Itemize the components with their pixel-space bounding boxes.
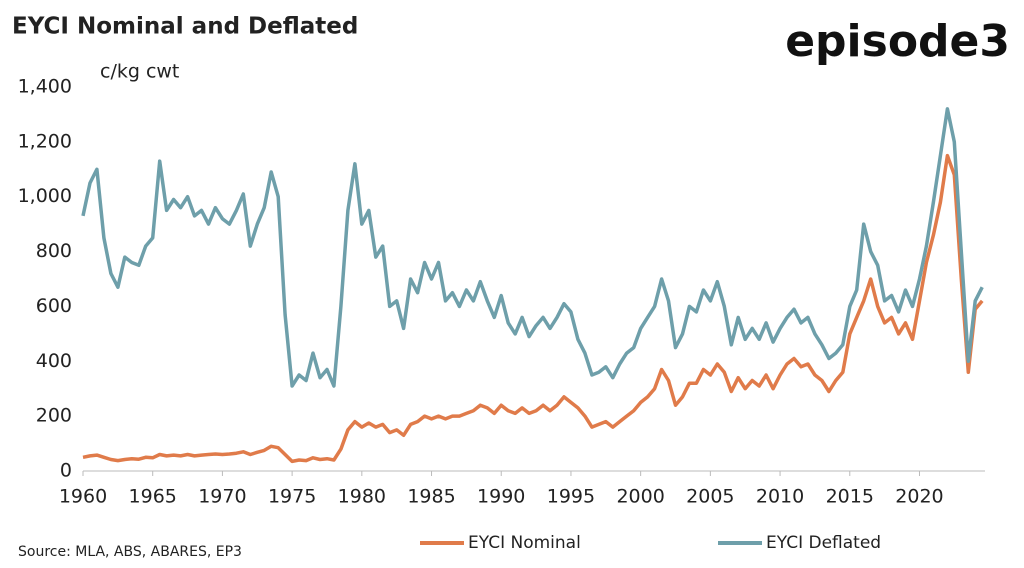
y-tick-label: 400: [36, 350, 72, 372]
y-tick-label: 600: [36, 295, 72, 317]
y-tick-label: 200: [36, 405, 72, 427]
y-tick-label: 1,200: [18, 130, 72, 152]
x-tick-label: 1960: [59, 486, 107, 508]
x-tick-label: 1980: [338, 486, 386, 508]
source: Source: MLA, ABS, ABARES, EP3: [18, 544, 242, 560]
x-tick-label: 2010: [756, 486, 804, 508]
x-tick-label: 1975: [268, 486, 316, 508]
chart-title: EYCI Nominal and Deflated: [12, 14, 358, 40]
y-tick-label: 800: [36, 240, 72, 262]
x-tick-label: 1970: [198, 486, 246, 508]
x-tick-label: 2020: [895, 486, 943, 508]
y-tick-label: 0: [60, 460, 72, 482]
y-tick-label: 1,000: [18, 185, 72, 207]
x-tick-label: 1985: [407, 486, 455, 508]
series-line: [81, 107, 984, 388]
legend-label: EYCI Nominal: [468, 533, 581, 553]
y-axis-label: c/kg cwt: [100, 61, 179, 83]
x-tick-label: 1995: [547, 486, 595, 508]
series-line: [82, 153, 984, 464]
logo: episode3: [785, 16, 1010, 67]
x-tick-label: 1990: [477, 486, 525, 508]
x-tick-label: 1965: [129, 486, 177, 508]
legend-label: EYCI Deflated: [766, 533, 881, 553]
x-tick-label: 2000: [616, 486, 664, 508]
x-tick-label: 2005: [686, 486, 734, 508]
y-tick-label: 1,400: [18, 76, 72, 98]
x-tick-label: 2015: [826, 486, 874, 508]
